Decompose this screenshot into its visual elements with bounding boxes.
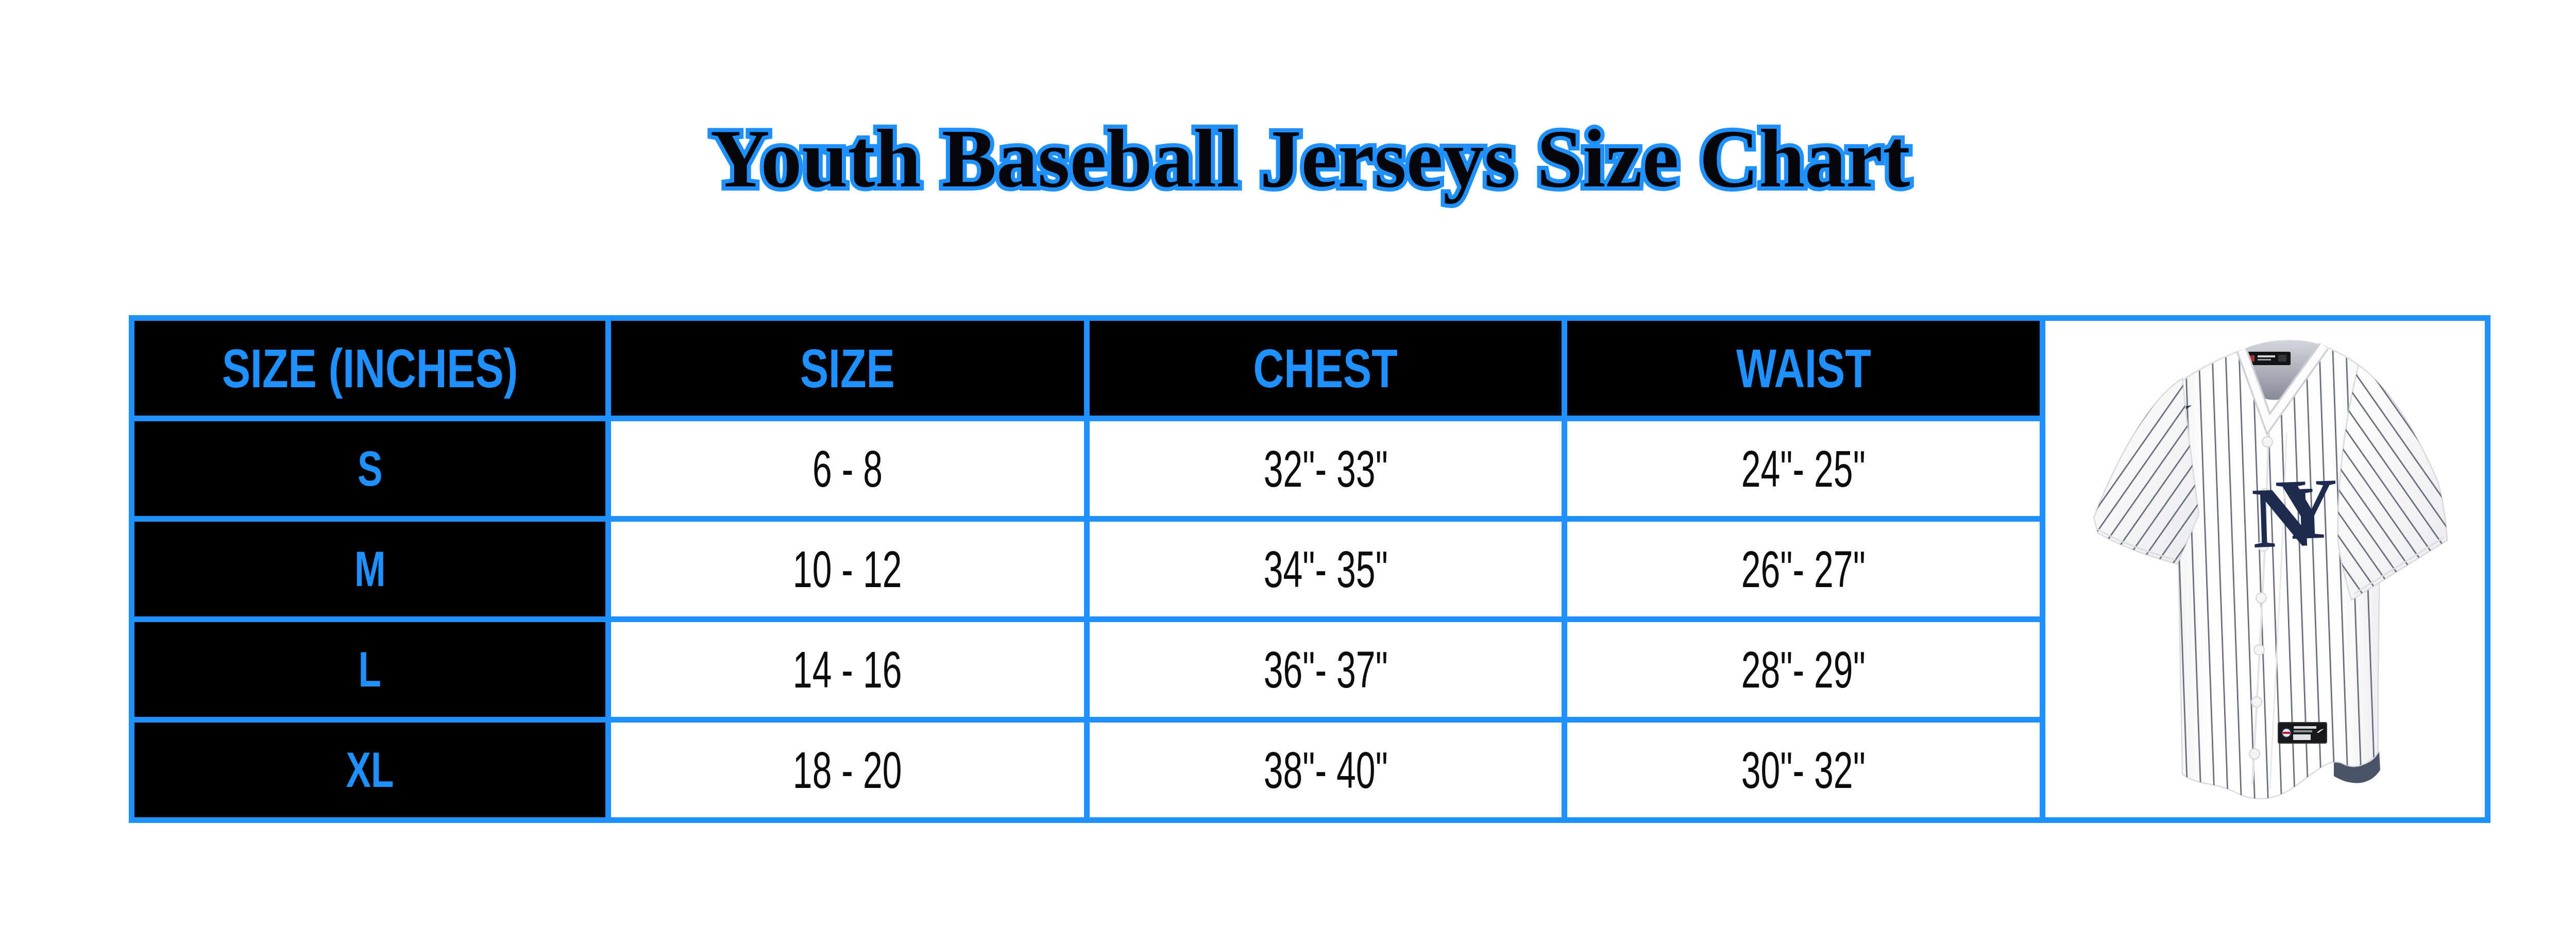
ny-logo: N Y xyxy=(2250,460,2340,566)
row-label-cell: S xyxy=(134,421,605,516)
jersey-image-cell: N Y xyxy=(2045,321,2485,817)
jersey-button xyxy=(2251,697,2262,707)
chest-value-cell: 32"- 33" xyxy=(1090,421,1562,516)
jock-tag xyxy=(2278,723,2327,743)
size-value-cell: 6 - 8 xyxy=(611,421,1084,516)
jersey-button xyxy=(2254,645,2264,655)
jersey-button xyxy=(2249,749,2260,759)
header-cell-waist: WAIST xyxy=(1567,321,2040,416)
size-value-cell: 10 - 12 xyxy=(611,522,1084,616)
page: Youth Baseball Jerseys Size Chart Youth … xyxy=(0,0,2576,945)
header-cell-size: SIZE xyxy=(611,321,1084,416)
ny-logo-y: Y xyxy=(2274,460,2340,558)
page-title-wrap: Youth Baseball Jerseys Size Chart Youth … xyxy=(0,0,2576,317)
chest-value-cell: 38"- 40" xyxy=(1090,723,1562,817)
size-value-cell: 18 - 20 xyxy=(611,723,1084,817)
row-label-cell: XL xyxy=(134,723,605,817)
page-title-text: Youth Baseball Jerseys Size Chart xyxy=(710,113,1910,204)
jersey-button xyxy=(2256,593,2266,603)
size-chart-table: N Y xyxy=(129,315,2490,823)
size-value-cell: 14 - 16 xyxy=(611,622,1084,717)
jersey-button xyxy=(2262,437,2273,447)
chest-value-cell: 36"- 37" xyxy=(1090,622,1562,717)
header-cell-chest: CHEST xyxy=(1090,321,1562,416)
header-cell-size-inches: SIZE (INCHES) xyxy=(134,321,605,416)
chest-value-cell: 34"- 35" xyxy=(1090,522,1562,616)
row-label-cell: M xyxy=(134,522,605,616)
waist-value-cell: 26"- 27" xyxy=(1567,522,2040,616)
waist-value-cell: 24"- 25" xyxy=(1567,421,2040,516)
page-title: Youth Baseball Jerseys Size Chart Youth … xyxy=(710,117,1910,200)
jersey-image: N Y xyxy=(2045,321,2485,817)
waist-value-cell: 30"- 32" xyxy=(1567,723,2040,817)
page-title-outline: Youth Baseball Jerseys Size Chart xyxy=(710,117,1910,200)
row-label-cell: L xyxy=(134,622,605,717)
waist-value-cell: 28"- 29" xyxy=(1567,622,2040,717)
